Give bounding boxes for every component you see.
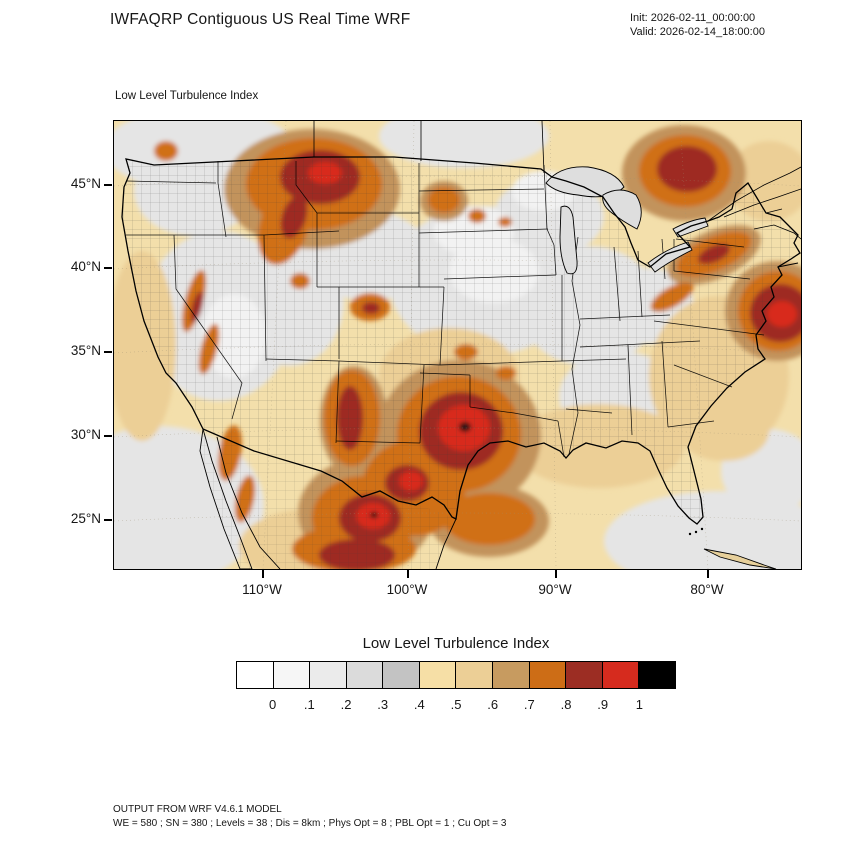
colorbar-swatch-7: [492, 661, 530, 689]
lon-tick: [707, 570, 709, 578]
map-plot-area: 45°N 40°N 35°N 30°N 25°N 110°W 100°W 90°…: [71, 120, 802, 597]
footer-line-2: WE = 580 ; SN = 380 ; Levels = 38 ; Dis …: [113, 817, 507, 829]
lat-tick: [104, 267, 112, 269]
colorbar-swatch-11: [638, 661, 676, 689]
colorbar-swatch-4: [382, 661, 420, 689]
lon-label-100w: 100°W: [386, 582, 428, 597]
colorbar-tick-label: .4: [413, 697, 425, 712]
lat-label-40n: 40°N: [70, 259, 101, 274]
colorbar-tick-label: .2: [340, 697, 352, 712]
lon-label-110w: 110°W: [242, 582, 282, 597]
colorbar-tick-labels: 0 .1 .2 .3 .4 .5 .6 .7 .8 .9 1: [236, 697, 676, 715]
colorbar-swatch-8: [528, 661, 567, 689]
field-label: Low Level Turbulence Index: [115, 90, 259, 102]
lon-tick: [407, 570, 409, 578]
colorbar-swatch-9: [565, 661, 603, 689]
colorbar-tick-label: .5: [450, 697, 462, 712]
colorbar-tick-label: .1: [303, 697, 315, 712]
colorbar-swatch-2: [309, 661, 347, 689]
canada-features-layer: [313, 121, 801, 240]
lat-tick: [104, 435, 112, 437]
valid-time: Valid: 2026-02-14_18:00:00: [630, 26, 765, 38]
state-borders-layer: [125, 161, 765, 458]
colorbar-swatch-3: [345, 661, 384, 689]
lat-label-25n: 25°N: [70, 511, 101, 526]
great-lakes-layer: [545, 166, 709, 275]
colorbar-tick-label: .3: [377, 697, 389, 712]
lat-tick: [104, 351, 112, 353]
lat-tick: [104, 184, 112, 186]
init-time: Init: 2026-02-11_00:00:00: [630, 12, 756, 24]
lat-label-35n: 35°N: [70, 343, 101, 358]
lat-label-45n: 45°N: [70, 176, 101, 191]
colorbar-tick-label: .8: [560, 697, 572, 712]
lat-tick: [104, 519, 112, 521]
colorbar-tick-label: 1: [635, 697, 643, 712]
model-footer: OUTPUT FROM WRF V4.6.1 MODEL WE = 580 ; …: [113, 803, 506, 830]
colorbar-swatch-5: [418, 661, 457, 689]
colorbar-swatch-0: [236, 661, 274, 689]
lon-tick: [262, 570, 264, 578]
colorbar-tick-label: .9: [597, 697, 609, 712]
colorbar-tick-label: .7: [523, 697, 535, 712]
colorbar-swatch-10: [601, 661, 640, 689]
lon-tick: [555, 570, 557, 578]
colorbar-tick-label: .6: [487, 697, 499, 712]
colorbar-swatch-1: [272, 661, 311, 689]
colorbar-tick-label: 0: [269, 697, 277, 712]
conus-map: [113, 120, 802, 570]
colorbar: [236, 661, 676, 689]
lat-label-30n: 30°N: [70, 427, 101, 442]
conus-map-svg: [114, 121, 801, 569]
lon-label-80w: 80°W: [690, 582, 724, 597]
footer-line-1: OUTPUT FROM WRF V4.6.1 MODEL: [113, 804, 282, 815]
colorbar-title: Low Level Turbulence Index: [362, 635, 550, 652]
run-info: Init: 2026-02-11_00:00:00 Valid: 2026-02…: [630, 11, 765, 39]
coastline-borders-layer: [121, 156, 801, 569]
lon-label-90w: 90°W: [538, 582, 572, 597]
page-title: IWFAQRP Contiguous US Real Time WRF: [110, 11, 411, 28]
colorbar-swatch-6: [455, 661, 494, 689]
